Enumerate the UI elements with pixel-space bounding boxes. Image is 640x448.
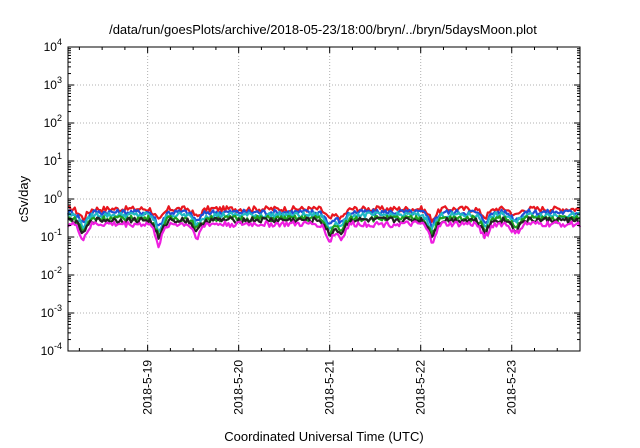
y-tick-label: 104 [44,37,62,54]
x-tick-label: 2018-5-21 [323,360,337,415]
y-tick-label: 103 [44,75,62,92]
x-tick-label: 2018-5-23 [505,360,519,415]
x-tick-label: 2018-5-19 [141,360,155,415]
x-axis: 2018-5-19 2018-5-20 2018-5-21 2018-5-22 2018… [78,47,581,415]
y-tick-label: 102 [44,113,62,130]
y-tick-label: 10-2 [41,265,62,282]
series-line [67,220,582,249]
series-line [67,216,581,240]
x-tick-label: 2018-5-22 [414,360,428,415]
x-tick-label: 2018-5-20 [232,360,246,415]
x-axis-label: Coordinated Universal Time (UTC) [224,429,423,444]
series-line [67,205,581,224]
y-tick-label: 10-1 [41,227,62,244]
chart-title: /data/run/goesPlots/archive/2018-05-23/1… [109,22,537,37]
y-tick-label: 100 [44,189,62,206]
series-line [67,211,580,233]
grid [68,47,580,351]
y-axis-label: cSv/day [16,175,31,222]
series-layer [66,205,582,249]
y-tick-label: 10-4 [41,341,62,358]
y-tick-label: 101 [44,151,62,168]
y-axis: 10-4 10-3 10-2 10-1 100 101 102 103 104 [41,37,580,358]
y-tick-label: 10-3 [41,303,62,320]
